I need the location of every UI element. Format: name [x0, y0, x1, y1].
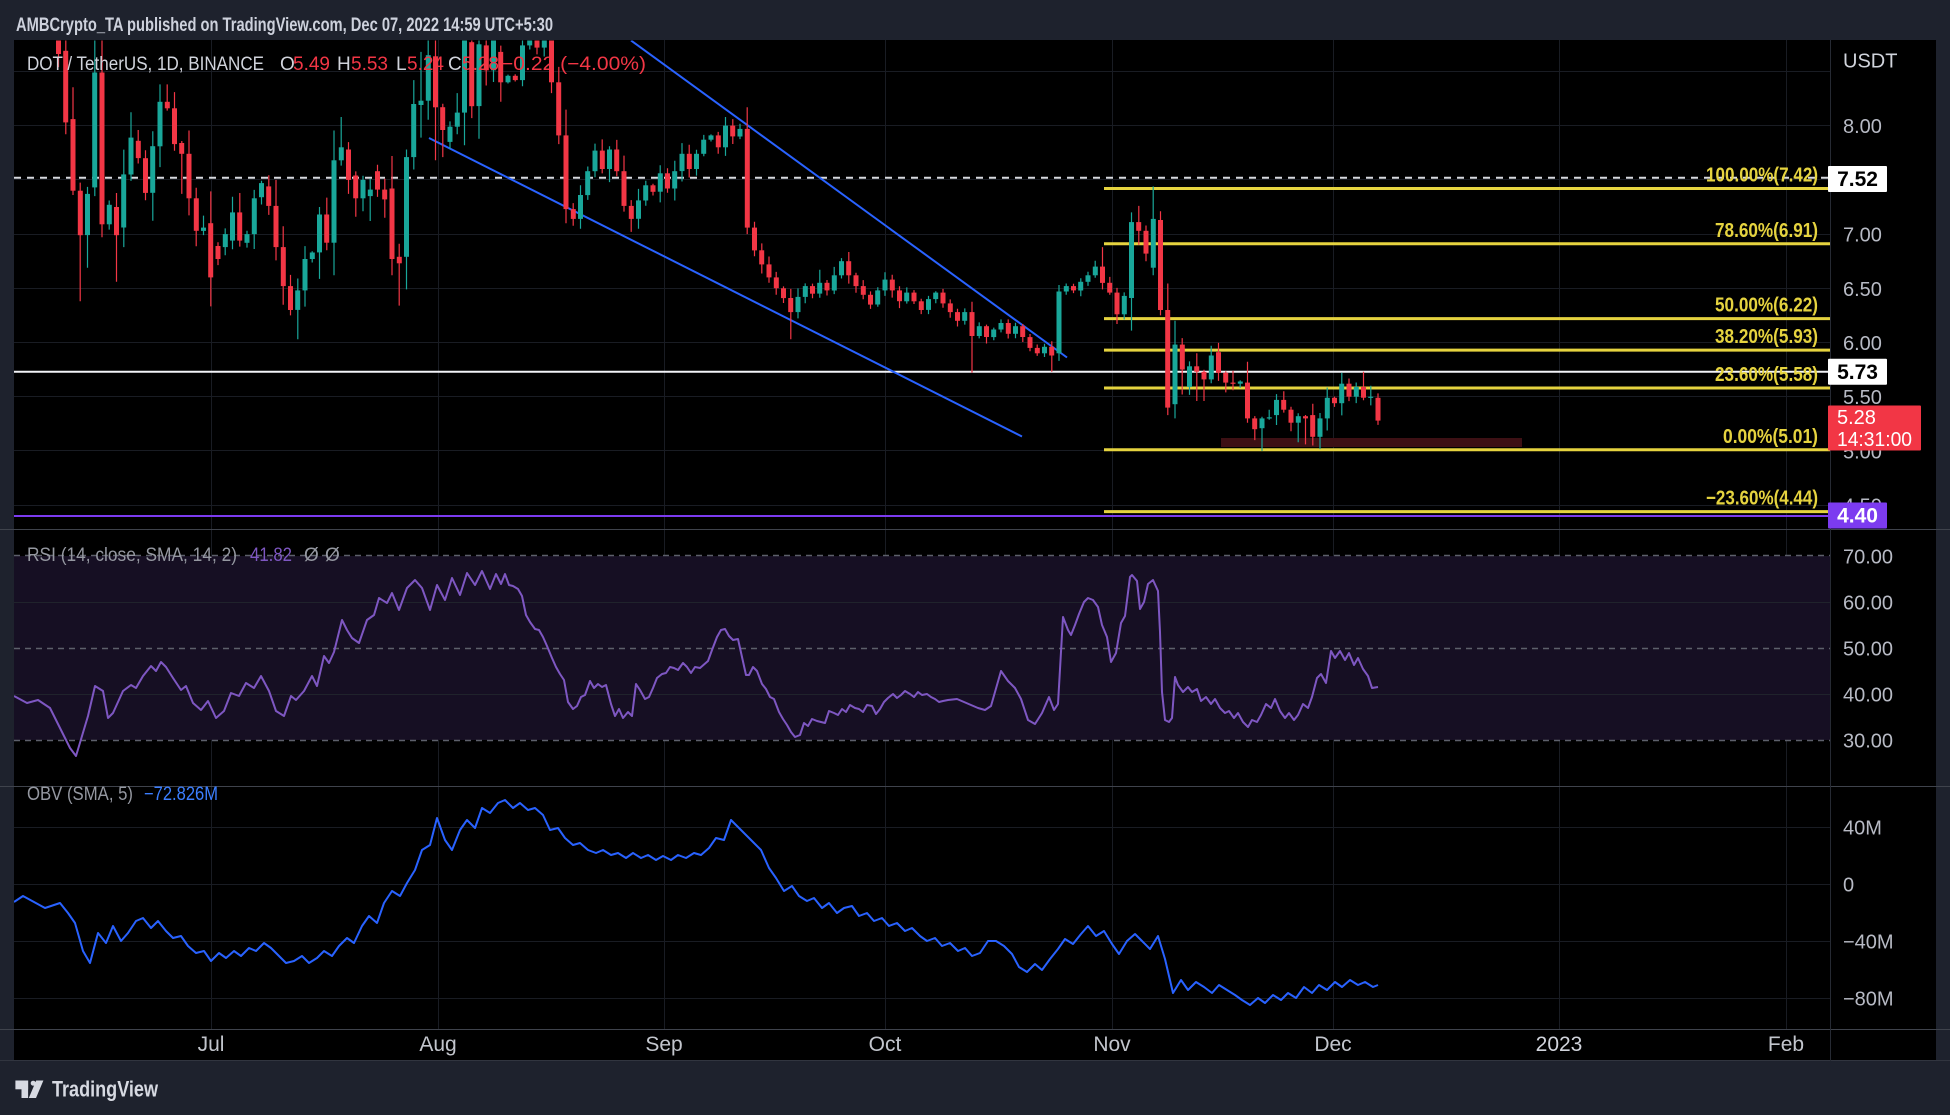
- svg-text:50.00: 50.00: [1843, 639, 1893, 661]
- svg-text:Ø: Ø: [304, 545, 319, 566]
- svg-text:O: O: [280, 54, 295, 75]
- svg-text:RSI (14, close, SMA, 14, 2): RSI (14, close, SMA, 14, 2): [27, 545, 237, 566]
- svg-text:4.40: 4.40: [1837, 505, 1878, 528]
- svg-text:Sep: Sep: [645, 1033, 682, 1056]
- svg-text:6.00: 6.00: [1843, 333, 1882, 355]
- svg-text:7.00: 7.00: [1843, 225, 1882, 247]
- svg-text:AMBCrypto_TA published on Trad: AMBCrypto_TA published on TradingView.co…: [16, 15, 553, 36]
- svg-text:5.53: 5.53: [351, 54, 388, 75]
- svg-text:Oct: Oct: [869, 1033, 902, 1056]
- svg-text:14:31:00: 14:31:00: [1837, 429, 1912, 451]
- svg-text:Jul: Jul: [198, 1033, 225, 1056]
- svg-text:40.00: 40.00: [1843, 685, 1893, 707]
- svg-text:6.50: 6.50: [1843, 279, 1882, 301]
- svg-text:C: C: [448, 54, 462, 75]
- svg-text:−0.22 (−4.00%): −0.22 (−4.00%): [501, 54, 646, 75]
- svg-text:41.82: 41.82: [250, 545, 292, 566]
- svg-text:5.73: 5.73: [1837, 361, 1878, 384]
- svg-text:50.00%(6.22): 50.00%(6.22): [1715, 295, 1818, 317]
- svg-text:Nov: Nov: [1093, 1033, 1131, 1056]
- svg-text:Dec: Dec: [1314, 1033, 1351, 1056]
- svg-text:38.20%(5.93): 38.20%(5.93): [1715, 326, 1818, 348]
- svg-text:5.24: 5.24: [407, 54, 444, 75]
- svg-text:23.60%(5.58): 23.60%(5.58): [1715, 364, 1818, 386]
- svg-text:8.00: 8.00: [1843, 116, 1882, 138]
- svg-text:−40M: −40M: [1843, 932, 1894, 954]
- svg-text:L: L: [396, 54, 407, 75]
- svg-text:5.28: 5.28: [462, 54, 499, 75]
- svg-text:Ø: Ø: [325, 545, 340, 566]
- svg-text:30.00: 30.00: [1843, 731, 1893, 753]
- svg-text:0: 0: [1843, 875, 1854, 897]
- svg-text:100.00%(7.42): 100.00%(7.42): [1706, 165, 1818, 187]
- svg-text:Aug: Aug: [419, 1033, 456, 1056]
- svg-text:H: H: [337, 54, 351, 75]
- svg-text:2023: 2023: [1536, 1033, 1583, 1056]
- svg-text:−80M: −80M: [1843, 989, 1894, 1011]
- svg-text:−23.60%(4.44): −23.60%(4.44): [1706, 488, 1818, 510]
- svg-text:OBV (SMA, 5): OBV (SMA, 5): [27, 784, 133, 805]
- svg-text:0.00%(5.01): 0.00%(5.01): [1723, 426, 1818, 448]
- svg-text:Feb: Feb: [1768, 1033, 1804, 1056]
- svg-text:5.49: 5.49: [293, 54, 330, 75]
- svg-text:−72.826M: −72.826M: [144, 784, 218, 805]
- svg-text:5.28: 5.28: [1837, 407, 1876, 429]
- svg-text:USDT: USDT: [1843, 51, 1897, 73]
- svg-text:78.60%(6.91): 78.60%(6.91): [1715, 220, 1818, 242]
- svg-text:70.00: 70.00: [1843, 547, 1893, 569]
- svg-text:40M: 40M: [1843, 818, 1882, 840]
- svg-text:5.50: 5.50: [1843, 387, 1882, 409]
- svg-text:60.00: 60.00: [1843, 593, 1893, 615]
- svg-text:7.52: 7.52: [1837, 168, 1878, 191]
- svg-text:DOT / TetherUS, 1D, BINANCE: DOT / TetherUS, 1D, BINANCE: [27, 54, 264, 75]
- svg-text:TradingView: TradingView: [52, 1077, 159, 1102]
